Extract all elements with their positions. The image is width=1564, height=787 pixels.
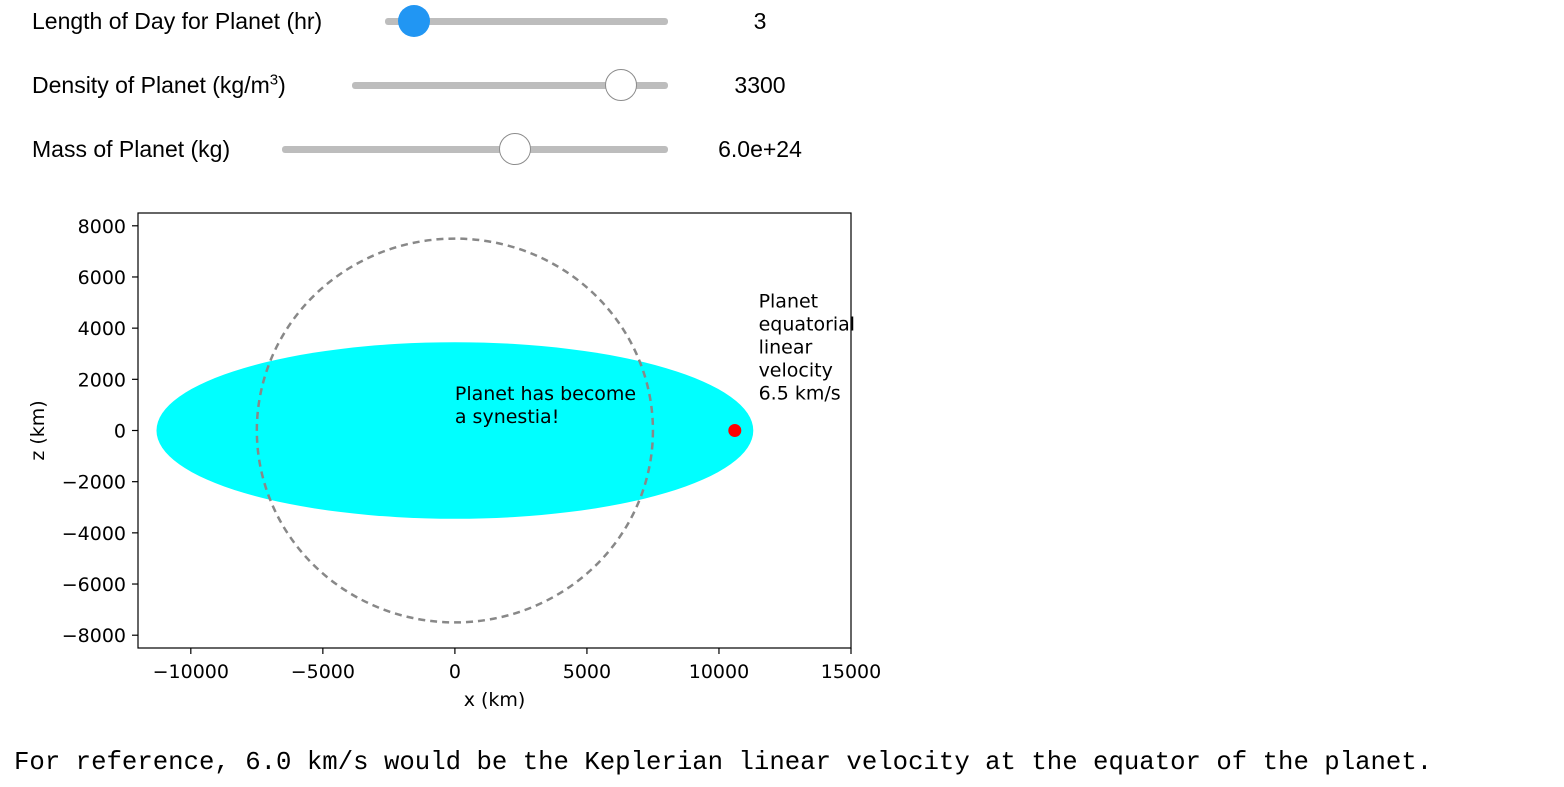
- density-slider-handle[interactable]: [605, 69, 637, 101]
- mass-slider-track[interactable]: [282, 146, 668, 153]
- y-tick-label: −6000: [62, 574, 126, 596]
- day-length-label: Length of Day for Planet (hr): [32, 8, 323, 34]
- x-tick-label: 5000: [563, 661, 611, 683]
- y-tick-label: 4000: [78, 318, 126, 340]
- y-tick-label: −4000: [62, 523, 126, 545]
- x-tick-label: −5000: [291, 661, 355, 683]
- equator-point-0: [728, 424, 742, 437]
- y-tick-label: 6000: [78, 267, 126, 289]
- planet-ellipse: [156, 342, 754, 519]
- mass-label: Mass of Planet (kg): [32, 136, 231, 162]
- y-axis-label: z (km): [27, 400, 49, 460]
- mass-slider-handle[interactable]: [499, 133, 531, 165]
- x-axis-label: x (km): [464, 689, 526, 711]
- y-tick-label: 0: [114, 421, 126, 443]
- density-label: Density of Planet (kg/m3): [32, 71, 286, 98]
- reference-note: For reference, 6.0 km/s would be the Kep…: [14, 748, 1433, 777]
- y-tick-label: 8000: [78, 216, 126, 238]
- reference-circle: [255, 237, 655, 624]
- day-length-slider-track[interactable]: [385, 18, 668, 25]
- y-tick-label: 2000: [78, 369, 126, 391]
- day-length-slider-handle[interactable]: [398, 5, 430, 37]
- y-tick-label: −2000: [62, 472, 126, 494]
- x-tick-label: 15000: [821, 661, 881, 683]
- x-tick-label: 10000: [689, 661, 749, 683]
- annotation-0: Planet has become a synestia!: [455, 383, 636, 428]
- mass-value: 6.0e+24: [718, 136, 802, 162]
- x-tick-label: 0: [449, 661, 461, 683]
- y-tick-label: −8000: [62, 625, 126, 647]
- day-length-value: 3: [753, 8, 767, 34]
- x-tick-label: −10000: [153, 661, 229, 683]
- planet-shape-chart: Planet has become a synestia! Planet equato…: [27, 212, 881, 711]
- density-value: 3300: [734, 72, 786, 98]
- density-slider-track[interactable]: [352, 82, 668, 89]
- annotation-1: Planet equatorial linear velocity 6.5 km/s: [759, 291, 856, 405]
